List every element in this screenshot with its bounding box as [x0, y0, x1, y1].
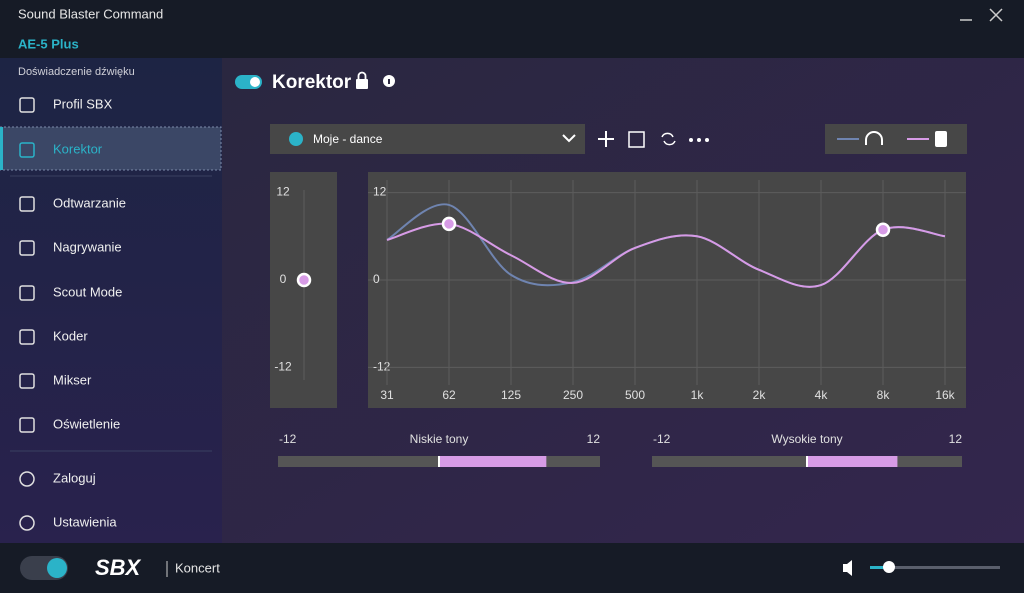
add-button[interactable] [598, 131, 614, 147]
volume-knob[interactable] [883, 561, 895, 573]
reset-button[interactable] [661, 132, 676, 146]
nav-item[interactable]: Oświetlenie [53, 416, 120, 431]
nav-item[interactable]: Koder [53, 328, 88, 343]
tone-max-label: 12 [949, 432, 963, 446]
preamp-tick-label: 12 [276, 185, 290, 199]
nav-icon[interactable] [19, 97, 35, 113]
nav-icon[interactable] [19, 285, 35, 301]
volume-fill [870, 566, 889, 569]
sbx-profile: Koncert [175, 560, 220, 575]
preset-name: Moje - dance [313, 132, 383, 146]
output-knob [47, 558, 67, 578]
tone-fill [807, 456, 898, 467]
y-tick-label: -12 [373, 360, 391, 374]
x-tick-label: 8k [877, 388, 891, 402]
nav-icon[interactable] [19, 373, 35, 389]
nav-icon[interactable] [19, 417, 35, 433]
volume-icon[interactable] [843, 560, 852, 576]
nav-icon [19, 471, 35, 487]
y-tick-label: 12 [373, 185, 387, 199]
nav-icon[interactable] [19, 196, 35, 212]
tone-max-label: 12 [587, 432, 601, 446]
headphone-icon [865, 131, 883, 145]
tone-fill [439, 456, 547, 467]
page-title: Korektor [272, 72, 352, 93]
x-tick-label: 62 [442, 388, 456, 402]
speaker-icon [935, 131, 947, 147]
nav-item[interactable]: Korektor [53, 141, 103, 156]
eq-handle[interactable] [441, 216, 457, 232]
info-glyph [388, 79, 390, 84]
active-accent [0, 127, 3, 170]
copy-button[interactable] [628, 131, 645, 148]
volume-track[interactable] [870, 566, 1000, 569]
tone-min-label: -12 [653, 432, 671, 446]
close-button[interactable] [989, 8, 1003, 22]
tone-center [438, 456, 440, 467]
eq-handle[interactable] [875, 222, 891, 237]
nav-item[interactable]: Mikser [53, 372, 92, 387]
dropdown-arrow [562, 134, 576, 143]
x-tick-label: 250 [563, 388, 583, 402]
nav-item[interactable]: Nagrywanie [53, 239, 122, 254]
lock-icon[interactable] [356, 79, 368, 89]
x-tick-label: 31 [380, 388, 394, 402]
nav-icon[interactable] [19, 142, 35, 158]
lock-shackle [357, 71, 367, 79]
x-tick-label: 2k [753, 388, 767, 402]
tone-label: Niskie tony [410, 432, 469, 446]
eq-curve [386, 222, 946, 288]
nav-item[interactable]: Zaloguj [53, 470, 96, 485]
x-tick-label: 16k [935, 388, 955, 402]
nav-item[interactable]: Ustawienia [53, 514, 117, 529]
preset-icon [289, 132, 303, 146]
nav-icon [19, 515, 35, 531]
x-tick-label: 1k [691, 388, 705, 402]
tone-label: Wysokie tony [771, 432, 842, 446]
device-name: AE-5 Plus [18, 36, 79, 51]
x-tick-label: 4k [815, 388, 829, 402]
preamp-tick-label: -12 [274, 360, 292, 374]
eq-panel [368, 172, 966, 408]
tone-min-label: -12 [279, 432, 297, 446]
x-tick-label: 500 [625, 388, 645, 402]
preamp-tick-label: 0 [280, 272, 287, 286]
nav-item[interactable]: Odtwarzanie [53, 195, 126, 210]
app-title: Sound Blaster Command [18, 6, 163, 21]
toggle-knob [250, 77, 260, 87]
nav-item[interactable]: Profil SBX [53, 96, 113, 111]
tone-center [806, 456, 808, 467]
sbx-mode: SBX [95, 555, 142, 580]
more-button[interactable] [689, 138, 709, 142]
preamp-handle[interactable] [296, 272, 312, 288]
active-highlight [0, 126, 222, 171]
x-tick-label: 125 [501, 388, 521, 402]
nav-item[interactable]: Scout Mode [53, 284, 122, 299]
y-tick-label: 0 [373, 272, 380, 286]
nav-icon[interactable] [19, 329, 35, 345]
preset-dropdown[interactable] [270, 124, 585, 154]
sidebar-section: Doświadczenie dźwięku [18, 66, 135, 78]
nav-icon[interactable] [19, 240, 35, 256]
